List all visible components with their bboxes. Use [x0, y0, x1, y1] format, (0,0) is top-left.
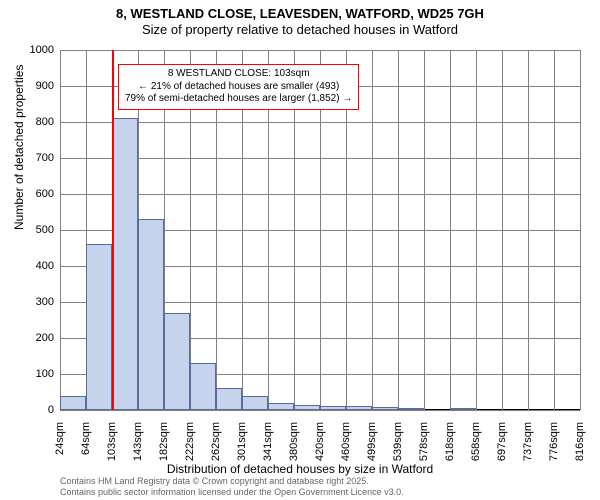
grid-line-v [502, 50, 503, 410]
xtick-label: 499sqm [366, 418, 378, 461]
reference-line [112, 50, 114, 410]
histogram-bar [190, 363, 216, 410]
xtick-label: 460sqm [340, 418, 352, 461]
grid-line-v [372, 50, 373, 410]
ytick-label: 800 [36, 116, 60, 128]
ytick-label: 700 [36, 152, 60, 164]
grid-line-v [554, 50, 555, 410]
xtick-label: 737sqm [522, 418, 534, 461]
ytick-label: 100 [36, 368, 60, 380]
histogram-bar [86, 244, 112, 410]
xtick-label: 658sqm [470, 418, 482, 461]
xtick-label: 776sqm [548, 418, 560, 461]
xtick-label: 578sqm [418, 418, 430, 461]
ytick-label: 0 [48, 404, 60, 416]
histogram-bar [346, 406, 372, 410]
ytick-label: 500 [36, 224, 60, 236]
xtick-label: 618sqm [444, 418, 456, 461]
annotation-line3: 79% of semi-detached houses are larger (… [125, 93, 352, 106]
annotation-line2: ← 21% of detached houses are smaller (49… [125, 81, 352, 94]
chart-title-main: 8, WESTLAND CLOSE, LEAVESDEN, WATFORD, W… [0, 6, 600, 21]
xtick-label: 420sqm [314, 418, 326, 461]
histogram-bar [320, 406, 346, 410]
footer-line2: Contains public sector information licen… [60, 487, 404, 498]
grid-line-v [398, 50, 399, 410]
grid-line-v [528, 50, 529, 410]
histogram-bar [216, 388, 242, 410]
xtick-label: 539sqm [392, 418, 404, 461]
y-axis-title: Number of detached properties [12, 65, 26, 230]
histogram-bar [268, 403, 294, 410]
grid-line-v [60, 50, 61, 410]
histogram-bar [164, 313, 190, 410]
histogram-bar [398, 408, 424, 410]
histogram-bar [112, 118, 138, 410]
xtick-label: 697sqm [496, 418, 508, 461]
grid-line-v [450, 50, 451, 410]
xtick-label: 64sqm [80, 418, 92, 455]
xtick-label: 341sqm [262, 418, 274, 461]
ytick-label: 900 [36, 80, 60, 92]
histogram-bar [450, 408, 476, 410]
annotation-line1: 8 WESTLAND CLOSE: 103sqm [125, 68, 352, 81]
ytick-label: 1000 [30, 44, 60, 56]
grid-line-v [424, 50, 425, 410]
xtick-label: 301sqm [236, 418, 248, 461]
ytick-label: 300 [36, 296, 60, 308]
xtick-label: 262sqm [210, 418, 222, 461]
xtick-label: 182sqm [158, 418, 170, 461]
histogram-bar [60, 396, 86, 410]
annotation-box: 8 WESTLAND CLOSE: 103sqm← 21% of detache… [118, 64, 359, 110]
plot-area: 0100200300400500600700800900100024sqm64s… [60, 50, 580, 410]
xtick-label: 222sqm [184, 418, 196, 461]
ytick-label: 400 [36, 260, 60, 272]
xtick-label: 143sqm [132, 418, 144, 461]
xtick-label: 816sqm [574, 418, 586, 461]
xtick-label: 380sqm [288, 418, 300, 461]
grid-line-v [476, 50, 477, 410]
grid-line-h [60, 410, 580, 411]
histogram-bar [242, 396, 268, 410]
xtick-label: 24sqm [54, 418, 66, 455]
xtick-label: 103sqm [106, 418, 118, 461]
ytick-label: 200 [36, 332, 60, 344]
chart-title-sub: Size of property relative to detached ho… [0, 22, 600, 37]
footer-line1: Contains HM Land Registry data © Crown c… [60, 476, 404, 487]
histogram-bar [138, 219, 164, 410]
ytick-label: 600 [36, 188, 60, 200]
footer-attribution: Contains HM Land Registry data © Crown c… [60, 476, 404, 498]
histogram-bar [294, 405, 320, 410]
x-axis-title: Distribution of detached houses by size … [0, 462, 600, 476]
histogram-bar [372, 407, 398, 410]
grid-line-v [580, 50, 581, 410]
